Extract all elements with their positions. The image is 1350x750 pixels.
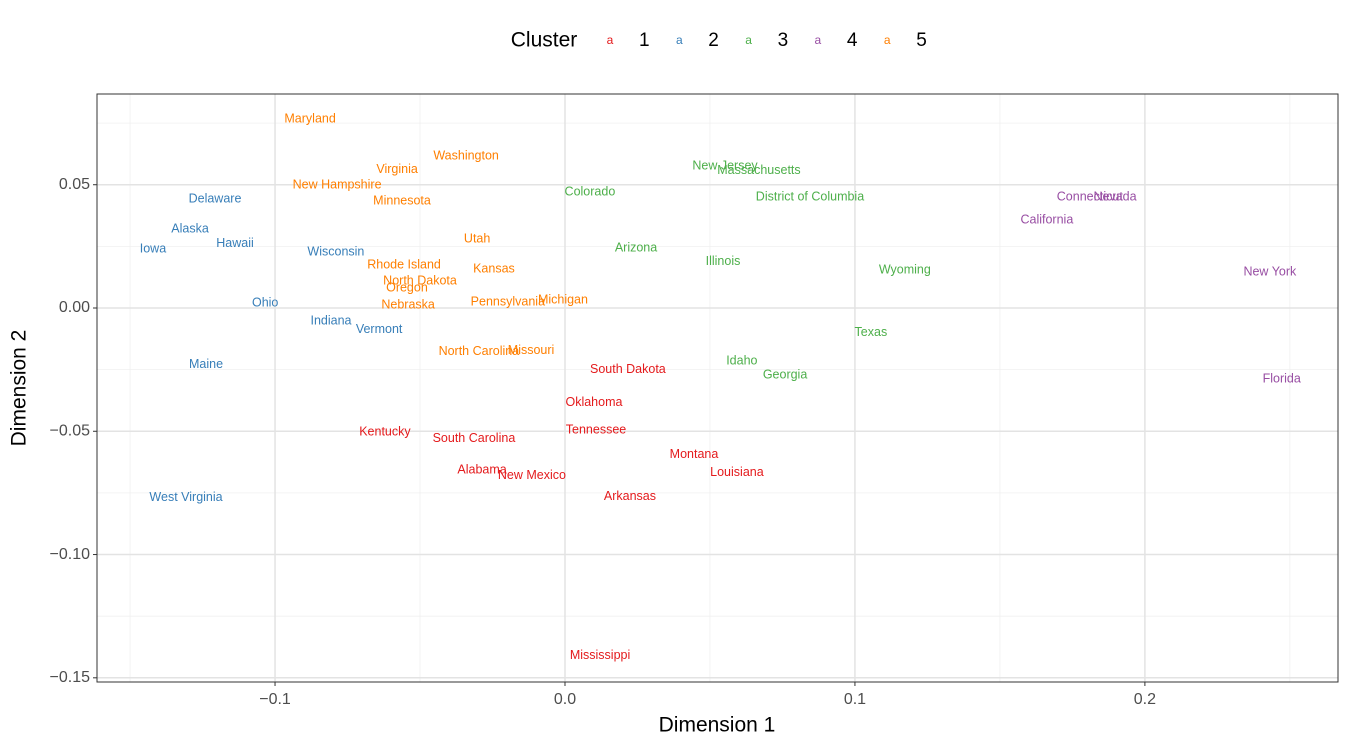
legend-title: Cluster <box>511 29 578 52</box>
point-label: South Carolina <box>433 431 516 445</box>
point-label: Ohio <box>252 295 278 309</box>
point-label: Florida <box>1263 371 1301 385</box>
y-tick-label: −0.05 <box>50 422 91 439</box>
point-label: Utah <box>464 231 490 245</box>
point-label: New Jersey <box>692 158 758 172</box>
point-label: Nebraska <box>381 297 435 311</box>
point-label: Washington <box>433 148 499 162</box>
point-label: Montana <box>670 447 719 461</box>
point-label: Georgia <box>763 367 808 381</box>
legend-key: a <box>884 33 891 47</box>
point-label: Nevada <box>1093 189 1136 203</box>
point-label: North Carolina <box>439 344 520 358</box>
point-label: Alabama <box>457 462 506 476</box>
legend-label: 2 <box>708 30 719 51</box>
point-label: Alaska <box>171 221 209 235</box>
legend-label: 4 <box>847 30 858 51</box>
point-label: Iowa <box>140 241 166 255</box>
y-tick-label: −0.15 <box>50 669 91 686</box>
legend-label: 3 <box>778 30 789 51</box>
point-label: Oklahoma <box>565 395 622 409</box>
point-label: South Dakota <box>590 362 666 376</box>
point-label: Pennsylvania <box>471 294 545 308</box>
x-tick-label: 0.2 <box>1134 691 1156 708</box>
point-label: Michigan <box>538 292 588 306</box>
x-tick-label: 0.0 <box>554 691 576 708</box>
point-label: New York <box>1243 264 1297 278</box>
point-label: California <box>1020 212 1073 226</box>
legend-label: 1 <box>639 30 650 51</box>
point-label: Oregon <box>386 280 428 294</box>
point-label: Virginia <box>376 162 418 176</box>
point-label: Kentucky <box>359 424 411 438</box>
point-label: Illinois <box>706 254 741 268</box>
point-label: Vermont <box>356 322 403 336</box>
point-label: Wisconsin <box>307 244 364 258</box>
legend-key: a <box>815 33 822 47</box>
point-label: District of Columbia <box>756 189 864 203</box>
point-label: Missouri <box>508 343 555 357</box>
point-label: Kansas <box>473 261 515 275</box>
point-label: Colorado <box>565 184 616 198</box>
point-label: Minnesota <box>373 193 431 207</box>
point-label: West Virginia <box>149 490 222 504</box>
point-label: Connecticut <box>1057 189 1124 203</box>
x-tick-label: 0.1 <box>844 691 866 708</box>
plot-border <box>96 93 1339 683</box>
point-label: Arizona <box>615 240 657 254</box>
point-label: Indiana <box>310 313 351 327</box>
y-tick-label: −0.10 <box>50 546 91 563</box>
point-label: Arkansas <box>604 489 656 503</box>
point-label: Idaho <box>726 353 757 367</box>
point-label: Mississippi <box>570 648 630 662</box>
legend-key: a <box>676 33 683 47</box>
point-label: Texas <box>855 325 888 339</box>
point-label: New Hampshire <box>293 177 382 191</box>
legend-label: 5 <box>916 30 927 51</box>
point-label: Maine <box>189 357 223 371</box>
x-axis-title: Dimension 1 <box>659 714 776 737</box>
y-tick-label: 0.05 <box>59 176 90 193</box>
point-label: North Dakota <box>383 273 457 287</box>
y-tick-label: 0.00 <box>59 299 90 316</box>
point-label: Tennessee <box>566 422 627 436</box>
point-label: Wyoming <box>879 262 931 276</box>
point-label: New Mexico <box>498 468 566 482</box>
x-tick-label: −0.1 <box>259 691 291 708</box>
point-label: Rhode Island <box>367 257 441 271</box>
point-label: Louisiana <box>710 465 764 479</box>
point-label: Massachusetts <box>717 163 800 177</box>
legend-key: a <box>607 33 614 47</box>
point-label: Delaware <box>189 191 242 205</box>
legend-key: a <box>745 33 752 47</box>
point-label: Hawaii <box>216 236 254 250</box>
point-label: Maryland <box>284 111 335 125</box>
y-axis-title: Dimension 2 <box>8 330 31 447</box>
